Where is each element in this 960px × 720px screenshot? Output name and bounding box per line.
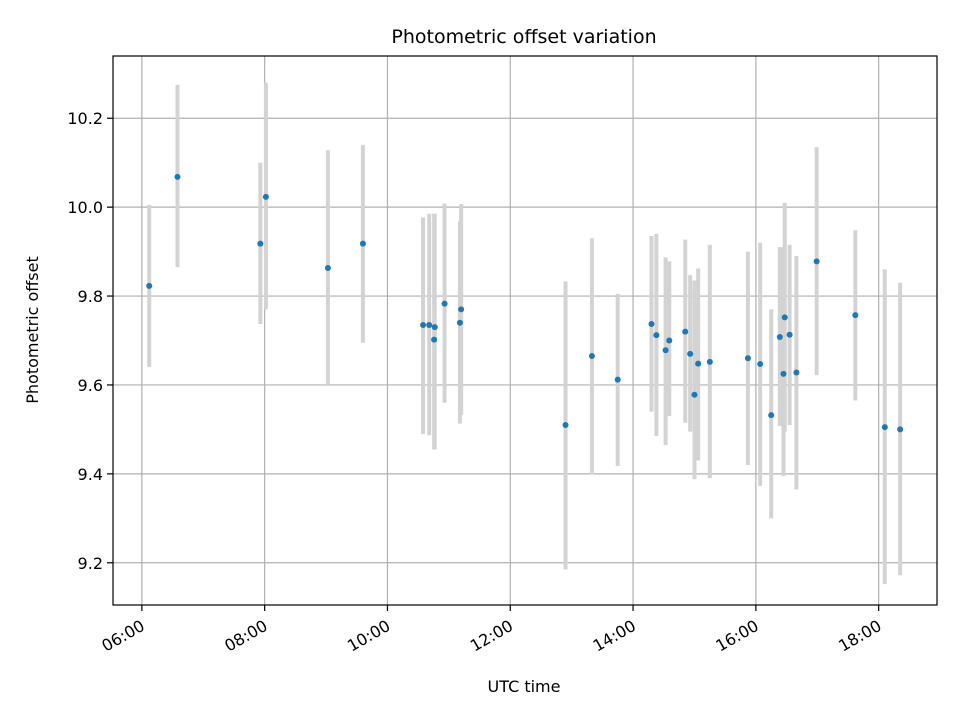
data-point (776, 333, 783, 340)
data-point (588, 353, 595, 360)
data-point (431, 336, 438, 343)
data-point (768, 412, 775, 419)
data-point (757, 361, 764, 368)
data-point (744, 355, 751, 362)
plot-area-frame (112, 55, 938, 606)
data-point (324, 265, 331, 272)
data-point (359, 240, 366, 247)
data-point (458, 306, 465, 313)
data-point (687, 350, 694, 357)
y-tick-label: 9.4 (78, 465, 103, 484)
data-point (691, 391, 698, 398)
data-point (897, 426, 904, 433)
grid-lines (113, 56, 937, 605)
data-point (441, 300, 448, 307)
y-axis-title: Photometric offset (23, 256, 42, 404)
data-point (793, 369, 800, 376)
data-point (614, 376, 621, 383)
data-point (174, 173, 181, 180)
y-tick-label: 10.0 (67, 198, 103, 217)
data-point (881, 424, 888, 431)
data-point (666, 337, 673, 344)
data-points (146, 173, 904, 433)
data-point (813, 258, 820, 265)
data-point (695, 360, 702, 367)
data-point (431, 324, 438, 331)
y-tick-label: 9.8 (78, 287, 103, 306)
data-point (852, 312, 859, 319)
data-point (146, 282, 153, 289)
data-point (420, 321, 427, 328)
y-axis-ticks: 9.2 9.4 9.6 9.8 10.0 10.2 (67, 109, 113, 573)
data-point (780, 370, 787, 377)
y-tick-label: 10.2 (67, 109, 103, 128)
data-point (662, 347, 669, 354)
data-point (426, 321, 433, 328)
data-point (786, 331, 793, 338)
chart-title: Photometric offset variation (391, 26, 656, 48)
data-point (262, 193, 269, 200)
data-point (682, 328, 689, 335)
x-axis-title: UTC time (488, 677, 561, 696)
data-point (706, 358, 713, 365)
data-point (456, 319, 463, 326)
data-point (648, 321, 655, 328)
data-point (257, 240, 264, 247)
data-point (653, 332, 660, 339)
data-point (562, 421, 569, 428)
y-tick-label: 9.2 (78, 554, 103, 573)
y-tick-label: 9.6 (78, 376, 103, 395)
data-point (781, 314, 788, 321)
